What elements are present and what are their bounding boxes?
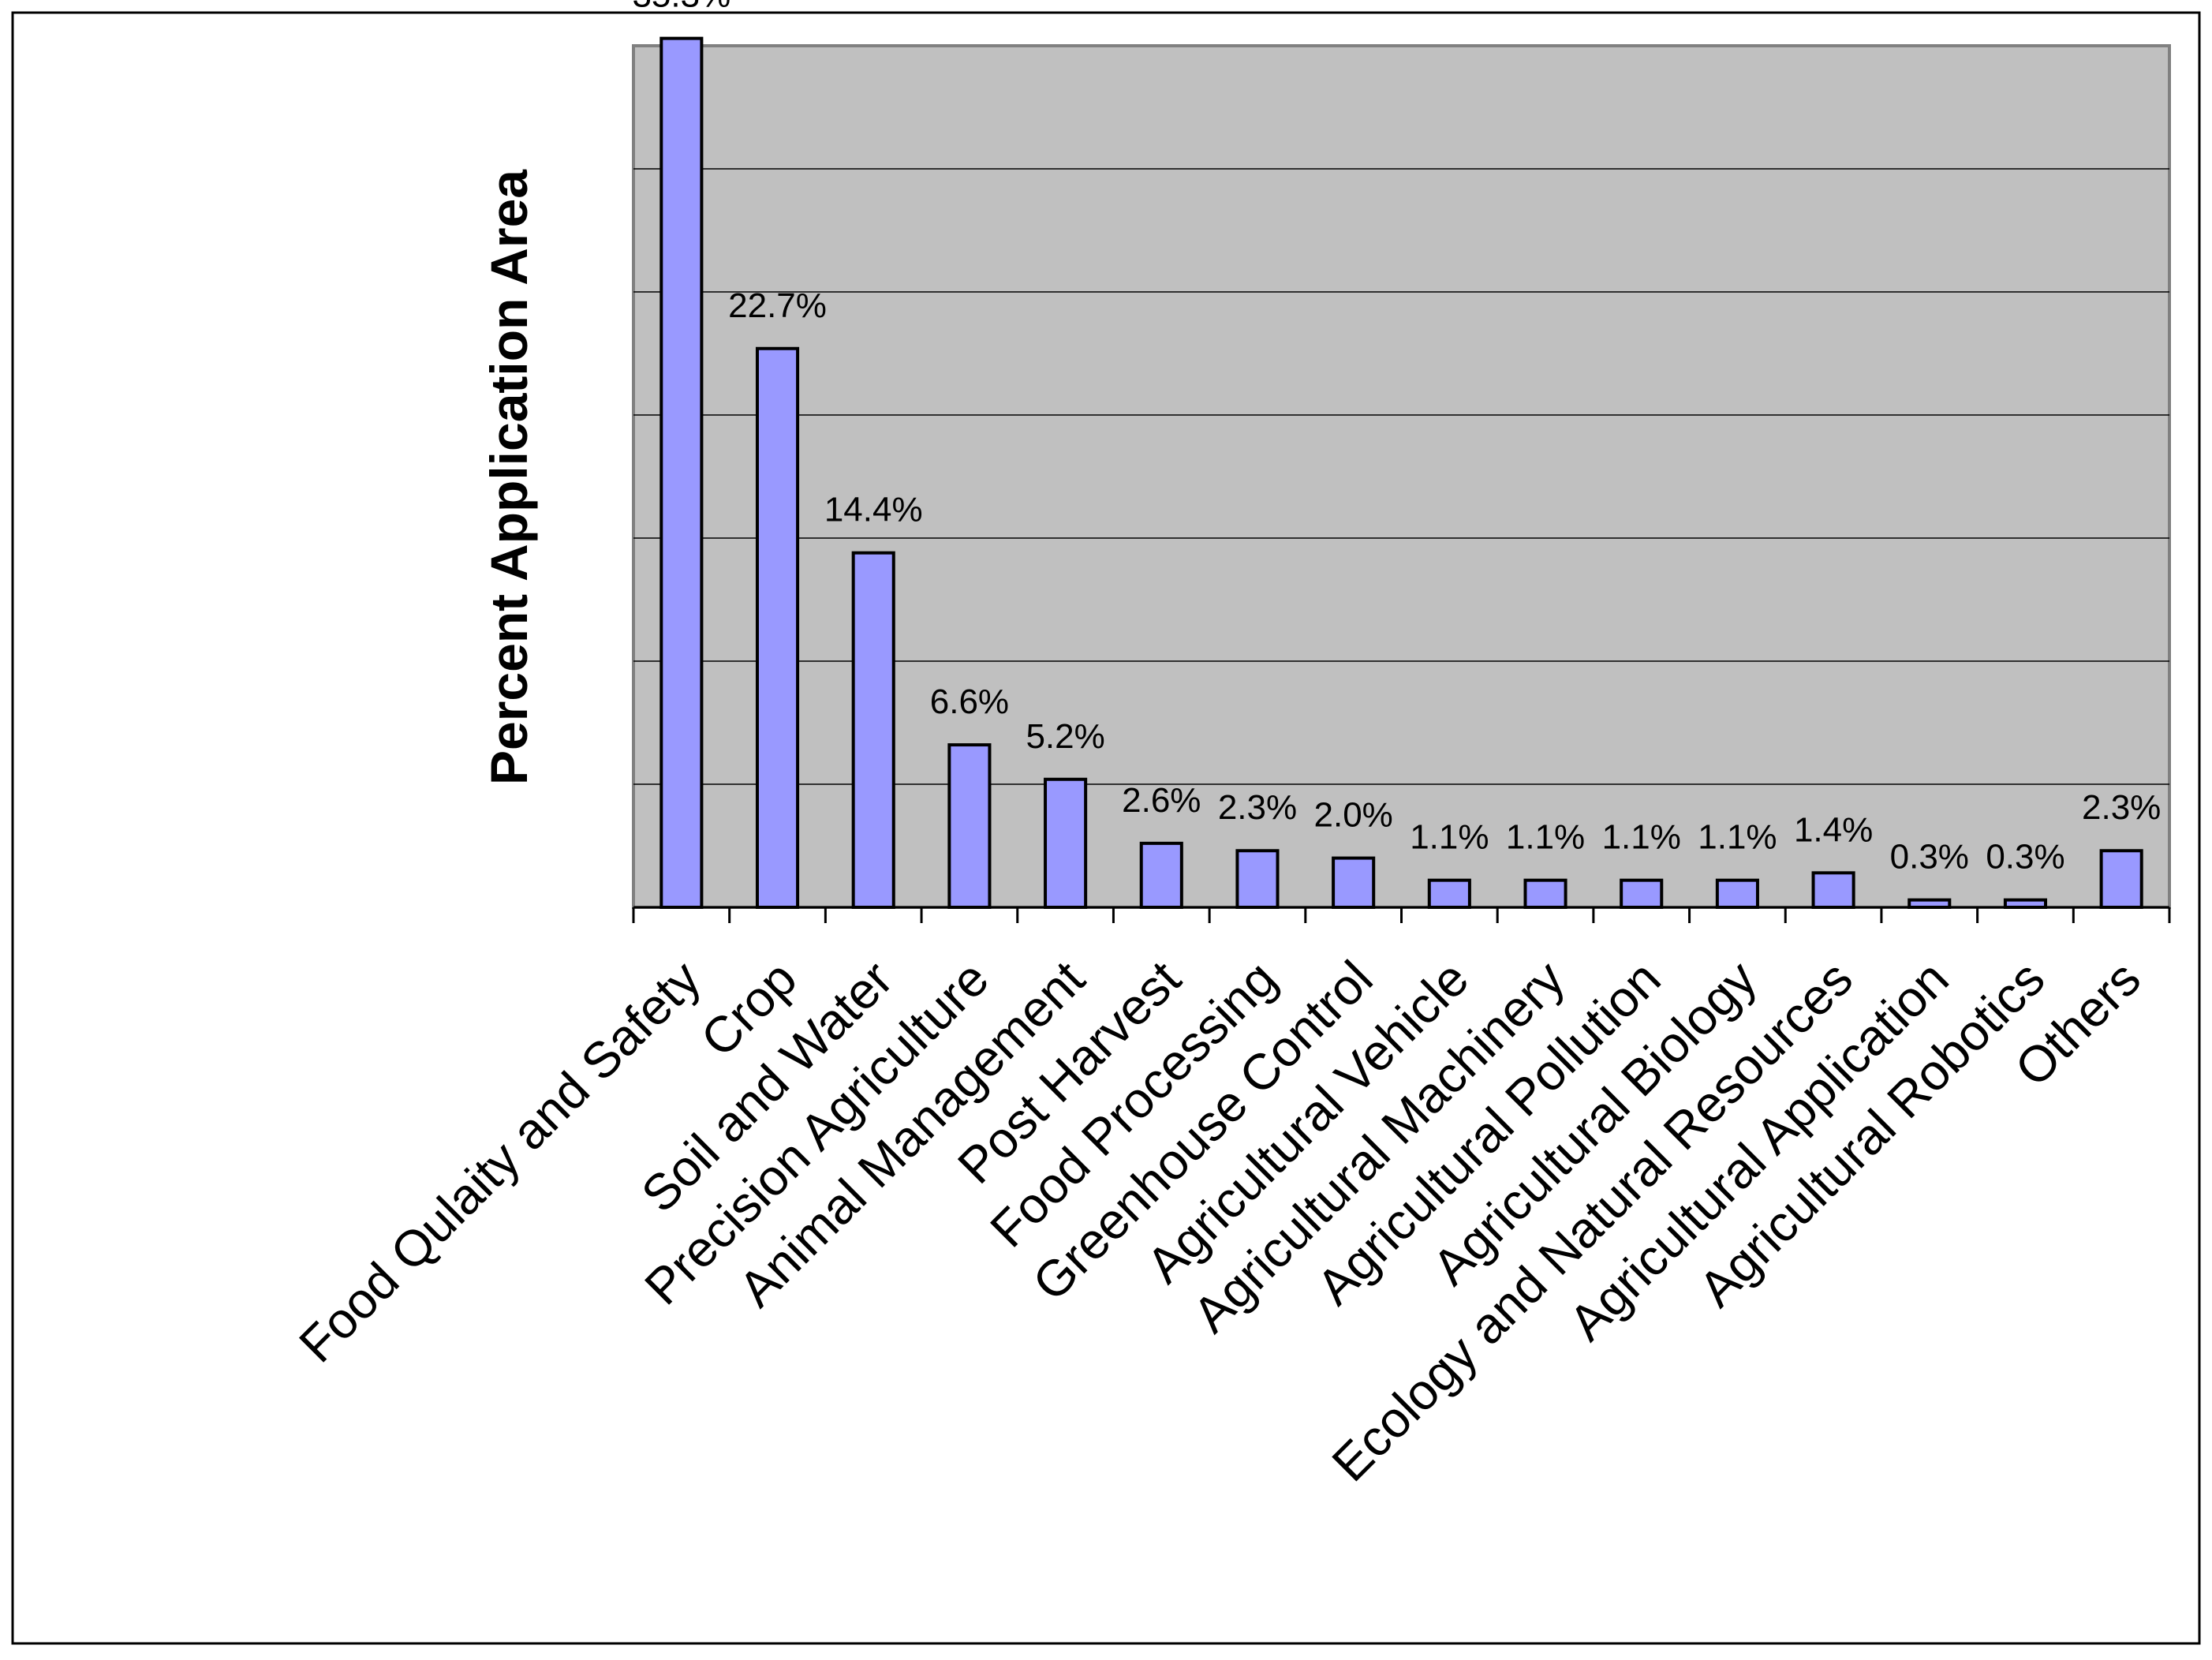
data-label: 2.6%: [1122, 781, 1201, 820]
bar: [755, 346, 800, 909]
data-label: 0.3%: [1986, 838, 2064, 877]
data-label: 22.7%: [728, 286, 827, 325]
y-axis-label: Percent Application Area: [480, 169, 538, 785]
bar: [1139, 841, 1183, 910]
data-label: 0.3%: [1890, 838, 1969, 877]
data-label: 1.1%: [1698, 818, 1777, 857]
data-label: 5.2%: [1026, 717, 1104, 756]
data-label: 2.0%: [1314, 796, 1393, 835]
bar: [1427, 878, 1471, 910]
bar: [947, 743, 992, 910]
bar: [1044, 777, 1088, 910]
bar: [1523, 878, 1567, 910]
data-label: 6.6%: [930, 682, 1009, 721]
data-label: 35.3%: [632, 0, 730, 15]
bar: [2099, 849, 2143, 909]
bar: [1620, 878, 1664, 910]
data-label: 1.1%: [1602, 818, 1681, 857]
bar: [1235, 849, 1280, 909]
data-label: 1.4%: [1794, 810, 1873, 849]
data-label: 1.1%: [1506, 818, 1585, 857]
data-label: 14.4%: [824, 491, 923, 529]
data-label: 2.3%: [2082, 788, 2161, 827]
bar: [1715, 878, 1759, 910]
data-label: 2.3%: [1218, 788, 1297, 827]
data-label: 1.1%: [1410, 818, 1489, 857]
bar: [659, 36, 704, 909]
bar: [1811, 871, 1855, 909]
bar: [851, 551, 895, 909]
bar: [1332, 856, 1376, 909]
